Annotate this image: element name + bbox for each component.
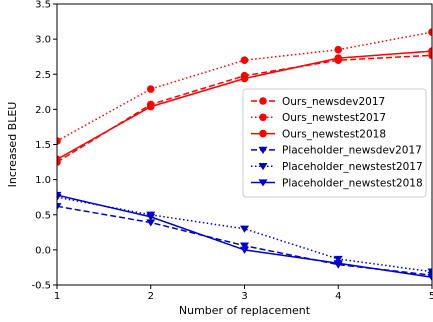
data-point <box>428 47 432 55</box>
data-point <box>57 137 61 145</box>
legend-marker <box>259 129 267 138</box>
series-line-4 <box>57 196 432 273</box>
data-point <box>146 213 156 221</box>
data-point <box>240 242 249 250</box>
legend-marker <box>258 179 268 187</box>
data-point <box>427 268 432 276</box>
legend-box <box>242 88 427 198</box>
y-tick-label: 0.0 <box>35 245 51 256</box>
legend: Ours_newsdev2017 Ours_newstest2017 Ours_ne… <box>242 88 427 198</box>
data-point <box>146 219 156 227</box>
x-tick-label: 1 <box>54 291 60 302</box>
legend-marker <box>259 113 267 122</box>
data-point <box>57 191 62 200</box>
y-tick-label: -0.5 <box>31 281 51 292</box>
y-tick-label: 3.0 <box>35 35 51 46</box>
y-tick-label: 1.5 <box>35 140 51 151</box>
series-line-5 <box>57 194 432 279</box>
y-tick-label: 3.5 <box>35 0 51 11</box>
legend-marker <box>258 146 268 154</box>
axis-ticks: 1 2 3 4 5 -0.5 0.0 0.5 1.0 1.5 2.0 2.5 3.0 3.5 <box>31 0 433 302</box>
y-tick-label: 1.0 <box>35 175 51 186</box>
y-tick-label: 0.5 <box>35 210 51 221</box>
data-point <box>146 102 155 111</box>
y-tick-label: 2.5 <box>35 70 51 81</box>
legend-label: Placeholder_newstest2018 <box>282 177 423 189</box>
x-axis-label: Number of replacement <box>179 304 311 317</box>
y-axis-label: Increased BLEU <box>6 102 19 188</box>
plot-marks <box>57 28 432 282</box>
legend-label: Ours_newsdev2017 <box>282 96 385 108</box>
legend-label: Placeholder_newsdev2017 <box>282 145 422 157</box>
data-point <box>428 28 432 36</box>
y-tick-label: 2.0 <box>35 105 51 116</box>
data-point <box>333 255 343 264</box>
data-point <box>240 74 249 83</box>
legend-marker <box>258 163 268 171</box>
x-tick-label: 5 <box>429 291 433 302</box>
data-point <box>146 85 155 93</box>
data-point <box>240 225 249 233</box>
data-point <box>57 203 62 211</box>
series-line-3 <box>57 205 432 276</box>
x-tick-label: 2 <box>148 291 154 302</box>
legend-label: Placeholder_newstest2017 <box>282 161 423 173</box>
x-tick-label: 4 <box>335 291 341 302</box>
data-point <box>240 246 249 254</box>
data-point <box>333 260 343 268</box>
x-tick-label: 3 <box>241 291 247 302</box>
legend-label: Ours_newstest2018 <box>282 128 386 140</box>
data-point <box>57 155 61 164</box>
data-point <box>240 56 249 64</box>
data-point <box>334 54 343 62</box>
data-point <box>334 45 343 54</box>
data-point <box>427 274 432 282</box>
legend-marker <box>259 97 267 105</box>
legend-label: Ours_newstest2017 <box>282 112 386 124</box>
